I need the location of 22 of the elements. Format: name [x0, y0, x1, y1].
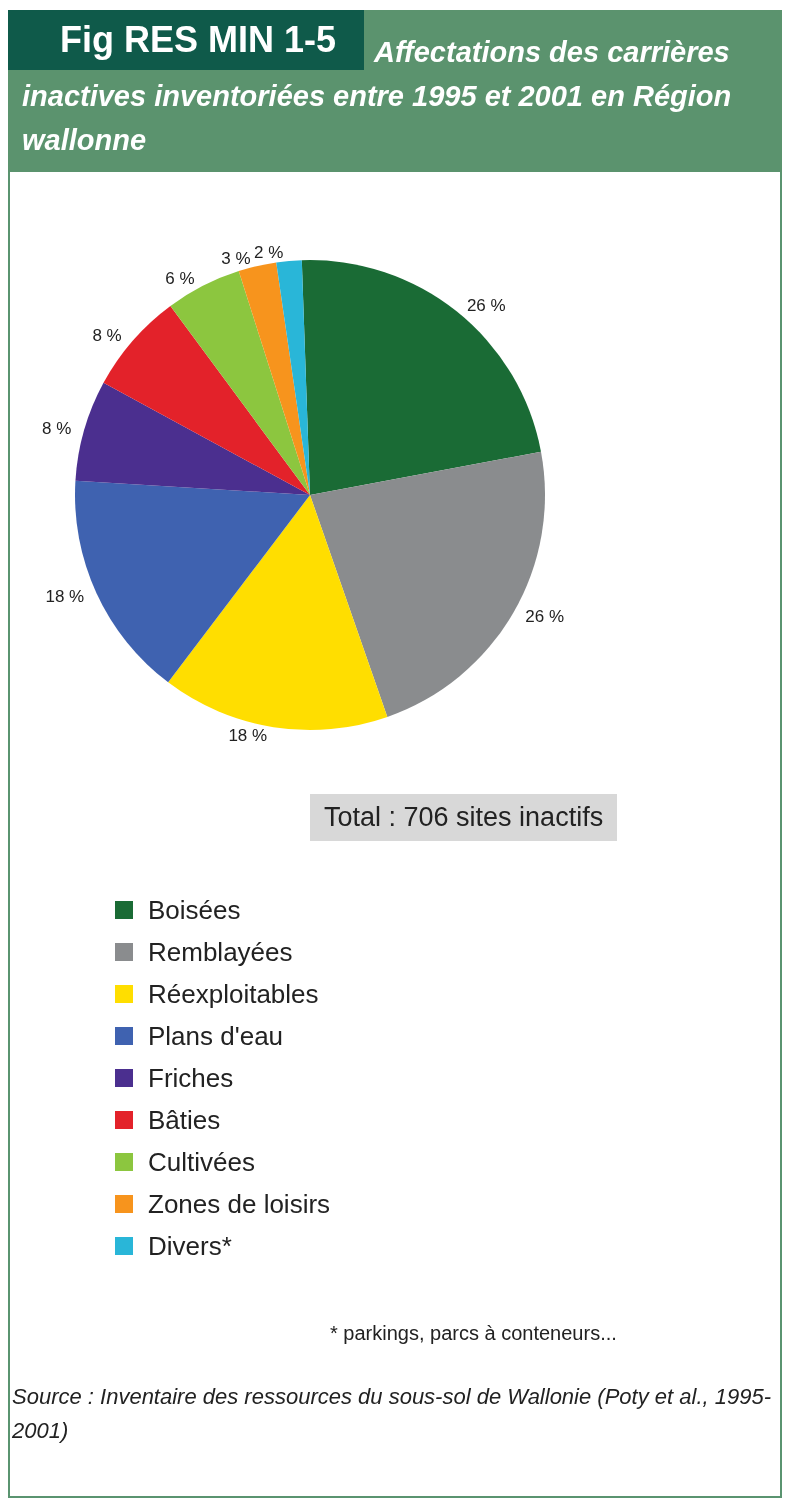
data-label: 18 %	[45, 587, 85, 607]
data-label: 2 %	[253, 243, 284, 263]
legend-label: Cultivées	[148, 1147, 255, 1177]
text: Total : 706 sites inactifs	[310, 794, 618, 841]
legend-label: Bâties	[148, 1105, 221, 1135]
data-label: 3 %	[221, 248, 251, 268]
legend-label: Divers*	[148, 1231, 232, 1261]
legend-label: Plans d'eau	[148, 1021, 284, 1051]
data-label: 8 %	[42, 418, 72, 438]
data-label: 26 %	[525, 607, 565, 627]
legend-label: Friches	[148, 1063, 234, 1093]
legend-label: Réexploitables	[148, 979, 319, 1009]
legend-label: Zones de loisirs	[148, 1189, 331, 1219]
source-note: Source : Inventaire des ressources du sous-sol de Wallonie (Poty et al., 1995-2001)	[12, 1383, 772, 1445]
data-label: 8 %	[92, 325, 122, 345]
data-label: 6 %	[165, 269, 195, 289]
chart-title: Fig RES MIN 1-5	[8, 10, 364, 70]
legend-label: Remblayées	[148, 937, 293, 967]
legend-label: Boisées	[148, 895, 241, 925]
data-label: 18 %	[228, 725, 268, 745]
data-label: 26 %	[466, 295, 506, 315]
text: * parkings, parcs à conteneurs...	[330, 1322, 617, 1345]
